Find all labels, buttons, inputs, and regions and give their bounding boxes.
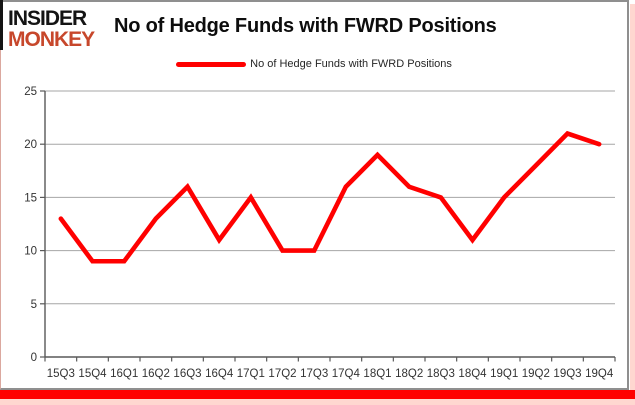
series-line <box>58 130 602 264</box>
y-tick-label: 0 <box>31 352 37 364</box>
y-tick-label: 5 <box>31 299 37 311</box>
chart-title: No of Hedge Funds with FWRD Positions <box>114 15 497 37</box>
logo-insider-text: INSIDER <box>8 7 87 30</box>
x-tick-label: 16Q4 <box>205 368 234 380</box>
x-tick-label: 16Q2 <box>142 368 170 380</box>
bottom-fade-strip <box>0 399 635 405</box>
y-tick-label: 20 <box>24 139 37 151</box>
logo-monkey-text: MONKEY <box>8 28 95 51</box>
y-tick-label: 10 <box>24 246 37 258</box>
x-tick-label: 15Q3 <box>47 368 75 380</box>
x-tick-label: 16Q3 <box>173 368 201 380</box>
chart-card: INSIDER MONKEY No of Hedge Funds with FW… <box>0 0 629 390</box>
x-tick-label: 18Q2 <box>395 368 423 380</box>
x-tick-label: 16Q1 <box>110 368 138 380</box>
left-edge-accent <box>0 0 3 50</box>
legend-line-swatch <box>176 61 247 67</box>
y-tick-label: 25 <box>24 86 37 98</box>
y-tick-label: 15 <box>24 192 37 204</box>
insider-monkey-logo[interactable]: INSIDER MONKEY <box>8 7 95 51</box>
bottom-red-bar <box>0 390 635 399</box>
x-tick-label: 18Q4 <box>458 368 487 380</box>
x-tick-label: 17Q4 <box>332 368 361 380</box>
x-tick-label: 17Q1 <box>237 368 265 380</box>
x-tick-label: 19Q1 <box>490 368 518 380</box>
x-tick-label: 19Q2 <box>522 368 550 380</box>
x-tick-label: 18Q3 <box>427 368 455 380</box>
x-tick-label: 15Q4 <box>78 368 107 380</box>
x-tick-label: 19Q3 <box>553 368 581 380</box>
right-edge-strip <box>630 4 635 392</box>
x-tick-label: 19Q4 <box>585 368 614 380</box>
legend: No of Hedge Funds with FWRD Positions <box>1 58 627 70</box>
x-tick-label: 17Q2 <box>268 368 296 380</box>
x-tick-label: 17Q3 <box>300 368 328 380</box>
x-tick-label: 18Q1 <box>363 368 391 380</box>
legend-label: No of Hedge Funds with FWRD Positions <box>250 58 452 70</box>
